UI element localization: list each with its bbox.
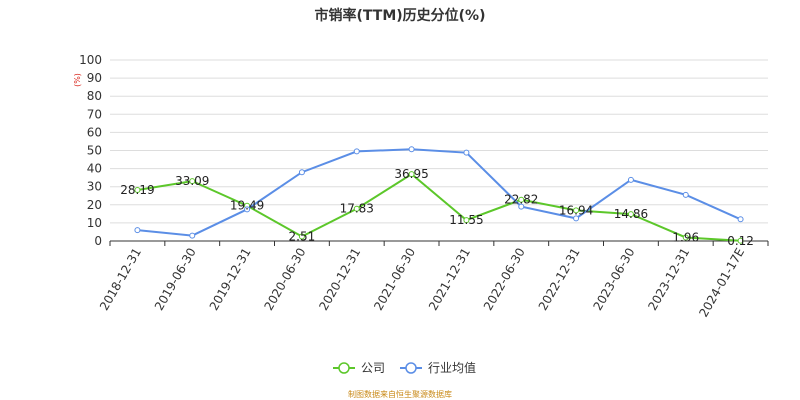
data-point: [463, 217, 470, 224]
data-label: 17.83: [340, 202, 374, 216]
data-point: [463, 149, 470, 156]
data-point: [298, 233, 305, 240]
data-point: [737, 237, 744, 244]
x-tick-label: 2020-12-31: [316, 246, 363, 313]
y-axis-unit: (%): [73, 73, 82, 87]
y-tick-label: 100: [79, 53, 102, 67]
x-tick-label: 2024-01-17E: [696, 246, 747, 320]
data-point: [244, 206, 251, 213]
y-tick-label: 50: [87, 144, 102, 158]
data-label: 1.96: [672, 230, 699, 244]
x-tick-label: 2022-12-31: [536, 246, 583, 313]
grid-lines: [110, 59, 768, 224]
data-point: [573, 207, 580, 214]
data-point: [408, 171, 415, 178]
data-label: 33.09: [175, 174, 209, 188]
data-label: 36.95: [394, 167, 428, 181]
series-line: [137, 148, 741, 237]
y-tick-label: 10: [87, 216, 102, 230]
data-point: [189, 178, 196, 185]
y-tick-label: 80: [87, 89, 102, 103]
x-tick-label: 2022-06-30: [481, 246, 528, 313]
x-tick-label: 2019-12-31: [207, 245, 254, 312]
legend-marker: [405, 362, 417, 374]
data-label: 19.49: [230, 199, 264, 213]
y-tick-label: 20: [87, 198, 102, 212]
x-tick-label: 2018-12-31: [97, 246, 144, 313]
y-tick-label: 0: [94, 234, 102, 248]
x-axis: 2018-12-31 2019-06-30 2019-12-31 2020-06-30…: [97, 240, 769, 320]
x-tick-label: 2023-06-30: [591, 246, 638, 313]
y-axis-ticks: 0 10 20 30 40 50 60 70 80 90 100: [79, 53, 102, 248]
data-label: 14.86: [614, 207, 648, 221]
source-note: 制图数据来自恒生聚源数据库: [348, 389, 452, 399]
legend-label: 行业均值: [428, 360, 476, 375]
data-label: 22.82: [504, 193, 538, 207]
data-label: 28.19: [120, 183, 154, 197]
data-point: [627, 211, 634, 218]
legend-label: 公司: [361, 361, 385, 375]
data-point: [134, 186, 141, 193]
y-tick-label: 40: [87, 162, 102, 176]
data-point: [682, 191, 689, 198]
data-point: [737, 216, 744, 223]
legend-marker: [338, 362, 350, 374]
data-point: [573, 215, 580, 222]
x-tick-label: 2019-06-30: [152, 246, 199, 313]
data-point: [189, 232, 196, 239]
data-point: [408, 146, 415, 153]
series-line: [137, 172, 741, 242]
x-tick-label: 2021-12-31: [426, 245, 473, 312]
data-label: 0.12: [727, 234, 754, 248]
data-point: [518, 203, 525, 210]
data-point: [353, 148, 360, 155]
chart-title: 市销率(TTM)历史分位(%): [315, 7, 486, 24]
legend: 公司 行业均值: [333, 360, 476, 375]
x-tick-label: 2023-12-31: [645, 246, 692, 313]
data-labels: 28.19 33.09 19.49 2.51 17.83 36.95 11.55 22.82 1…: [120, 167, 754, 248]
x-tick-label: 2020-06-30: [262, 246, 309, 313]
data-point: [298, 169, 305, 176]
data-point: [518, 196, 525, 203]
y-tick-label: 90: [87, 71, 102, 85]
data-point: [353, 205, 360, 212]
y-tick-label: 70: [87, 107, 102, 121]
data-point: [134, 227, 141, 234]
data-label: 11.55: [449, 213, 483, 227]
data-label: 2.51: [289, 229, 316, 243]
data-label: 16.94: [559, 203, 593, 217]
y-tick-label: 60: [87, 125, 102, 139]
x-tick-label: 2021-06-30: [371, 246, 418, 313]
series-lines: [134, 146, 744, 244]
y-tick-label: 30: [87, 180, 102, 194]
data-point: [682, 234, 689, 241]
data-point: [627, 176, 634, 183]
